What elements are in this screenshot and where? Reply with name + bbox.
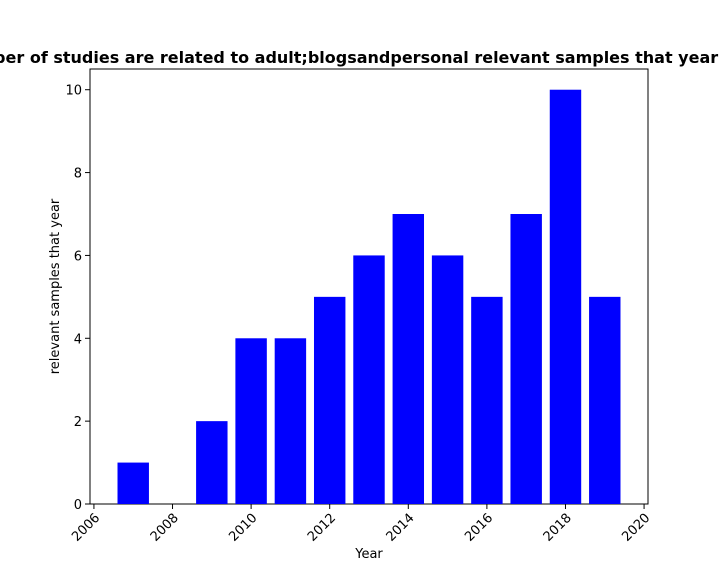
y-axis: 0 2 4 6 8 10 <box>65 84 90 513</box>
x-tick-label: 2016 <box>462 511 496 545</box>
bar-2015 <box>431 255 464 504</box>
bar-2012 <box>313 296 346 504</box>
x-tick-label: 2006 <box>69 511 103 545</box>
bar-2017 <box>510 214 542 504</box>
bar-2018 <box>549 89 582 504</box>
x-axis-label: Year <box>354 547 383 562</box>
bar-2010 <box>235 338 267 504</box>
bar-2009 <box>196 421 228 504</box>
y-axis-label: relevant samples that year <box>48 198 63 374</box>
bar-2011 <box>274 338 307 504</box>
y-tick-label: 8 <box>74 167 82 182</box>
y-tick-label: 2 <box>74 415 82 430</box>
bars-group <box>117 89 621 504</box>
bar-2014 <box>392 214 425 504</box>
x-tick-label: 2014 <box>384 511 418 545</box>
x-tick-label: 2018 <box>541 511 575 545</box>
x-axis: 2006 2008 2010 2012 2014 2016 2018 2020 <box>69 504 653 545</box>
chart-title: The number of studies are related to adu… <box>0 48 720 67</box>
x-tick-label: 2010 <box>226 511 260 545</box>
x-tick-label: 2020 <box>619 511 653 545</box>
y-tick-label: 4 <box>74 332 82 347</box>
y-tick-label: 10 <box>65 84 82 99</box>
bar-2007 <box>117 462 149 504</box>
bar-2016 <box>471 296 503 504</box>
bar-2019 <box>589 296 621 504</box>
y-tick-label: 6 <box>74 249 82 264</box>
y-tick-label: 0 <box>74 498 82 513</box>
bar-2013 <box>353 255 385 504</box>
x-tick-label: 2012 <box>305 511 339 545</box>
x-tick-label: 2008 <box>148 511 182 545</box>
